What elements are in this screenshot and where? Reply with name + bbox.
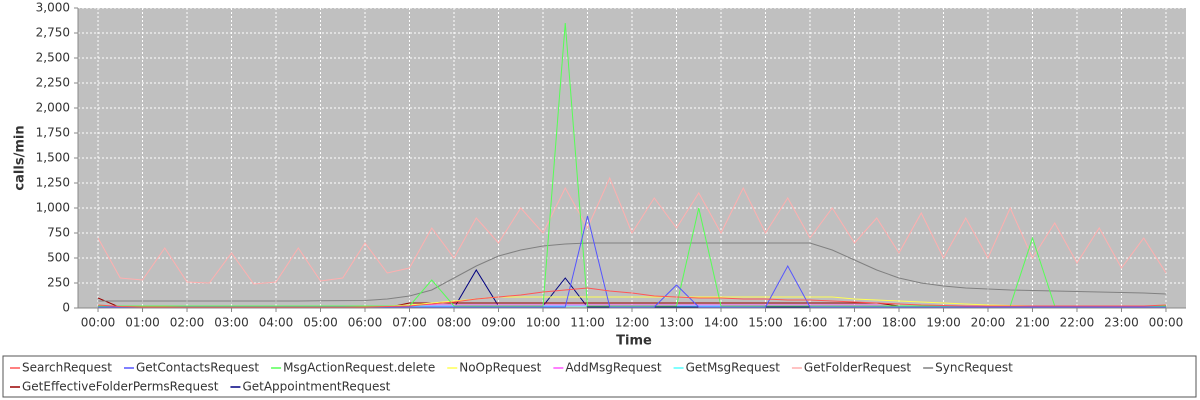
y-tick-label: 2,000 [36, 101, 70, 115]
legend-label: NoOpRequest [459, 361, 541, 375]
y-tick-label: 1,000 [36, 201, 70, 215]
y-tick-label: 500 [47, 251, 70, 265]
legend-item: GetContactsRequest [123, 361, 259, 375]
legend-item: AddMsgRequest [553, 361, 662, 375]
legend-label: AddMsgRequest [565, 361, 661, 375]
legend-label: GetAppointmentRequest [242, 380, 390, 394]
legend-box [2, 355, 1197, 398]
x-tick-label: 17:00 [837, 316, 872, 330]
legend-item: GetMsgRequest [673, 361, 781, 375]
x-tick-label: 15:00 [748, 316, 783, 330]
y-tick-label: 1,500 [36, 151, 70, 165]
x-tick-label: 16:00 [793, 316, 828, 330]
x-axis-title: Time [616, 334, 652, 349]
series-line [98, 242, 1167, 302]
x-tick-label: 19:00 [926, 316, 961, 330]
y-tick-label: 2,750 [36, 26, 70, 40]
x-tick-label: 07:00 [392, 316, 427, 330]
x-tick-label: 14:00 [704, 316, 739, 330]
y-tick-label: 1,250 [36, 176, 70, 190]
x-tick-label: 05:00 [303, 316, 338, 330]
x-tick-label: 22:00 [1060, 316, 1095, 330]
axes: 0 250 500 750 1,000 1,250 1,500 1,750 2,000 2,250… [36, 1, 1186, 330]
legend-label: MsgActionRequest.delete [283, 361, 435, 375]
x-tick-label: 18:00 [882, 316, 917, 330]
legend-item: SearchRequest [10, 361, 112, 375]
y-tick-label: 0 [62, 301, 70, 315]
legend-item: GetAppointmentRequest [230, 380, 391, 394]
x-tick-label: 12:00 [615, 316, 650, 330]
y-tick-label: 3,000 [36, 1, 70, 15]
x-tick-label: 11:00 [570, 316, 605, 330]
legend-label: SyncRequest [935, 361, 1013, 375]
x-tick-label: 20:00 [971, 316, 1006, 330]
y-tick-label: 1,750 [36, 126, 70, 140]
x-tick-label: 06:00 [348, 316, 383, 330]
y-tick-label: 2,500 [36, 51, 70, 65]
legend-item: GetEffectiveFolderPermsRequest [10, 380, 219, 394]
series-line [97, 176, 1167, 285]
series-line [97, 287, 1167, 308]
legend-item: SyncRequest [923, 361, 1013, 375]
legend-label: GetFolderRequest [804, 361, 912, 375]
legend-item: NoOpRequest [447, 361, 542, 375]
legend: SearchRequest GetContactsRequest MsgAction… [10, 361, 1013, 394]
x-tick-label: 02:00 [170, 316, 205, 330]
x-tick-label: 00:00 [81, 316, 116, 330]
x-tick-label: 09:00 [481, 316, 516, 330]
legend-item: MsgActionRequest.delete [271, 361, 435, 375]
x-tick-label: 04:00 [259, 316, 294, 330]
legend-label: GetEffectiveFolderPermsRequest [22, 380, 219, 394]
y-tick-label: 2,250 [36, 76, 70, 90]
x-tick-label: 21:00 [1015, 316, 1050, 330]
y-tick-label: 750 [47, 226, 70, 240]
x-tick-label: 01:00 [125, 316, 160, 330]
x-tick-label: 10:00 [526, 316, 561, 330]
x-tick-label: 03:00 [214, 316, 249, 330]
x-tick-label: 00:00 [1149, 316, 1184, 330]
legend-label: GetMsgRequest [686, 361, 781, 375]
legend-label: SearchRequest [22, 361, 112, 375]
x-tick-label: 23:00 [1104, 316, 1139, 330]
legend-item: GetFolderRequest [791, 361, 912, 375]
y-tick-label: 250 [47, 276, 70, 290]
x-tick-label: 08:00 [437, 316, 472, 330]
legend-label: GetContactsRequest [136, 361, 259, 375]
x-tick-label: 13:00 [659, 316, 694, 330]
y-axis-title: calls/min [13, 125, 28, 190]
